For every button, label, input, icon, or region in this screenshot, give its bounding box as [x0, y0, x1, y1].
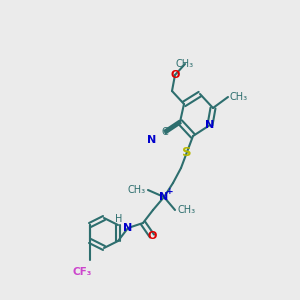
Text: H: H: [115, 214, 123, 224]
Text: O: O: [170, 70, 180, 80]
Text: N: N: [159, 192, 169, 202]
Text: N: N: [123, 223, 133, 233]
Text: CH₃: CH₃: [128, 185, 146, 195]
Text: +: +: [166, 188, 174, 196]
Text: S: S: [182, 146, 192, 158]
Text: CH₃: CH₃: [176, 59, 194, 69]
Text: CH₃: CH₃: [230, 92, 248, 102]
Text: N: N: [147, 135, 157, 145]
Text: O: O: [147, 231, 157, 241]
Text: CH₃: CH₃: [177, 205, 195, 215]
Text: C: C: [162, 127, 168, 137]
Text: CF₃: CF₃: [72, 267, 92, 277]
Text: N: N: [206, 120, 214, 130]
